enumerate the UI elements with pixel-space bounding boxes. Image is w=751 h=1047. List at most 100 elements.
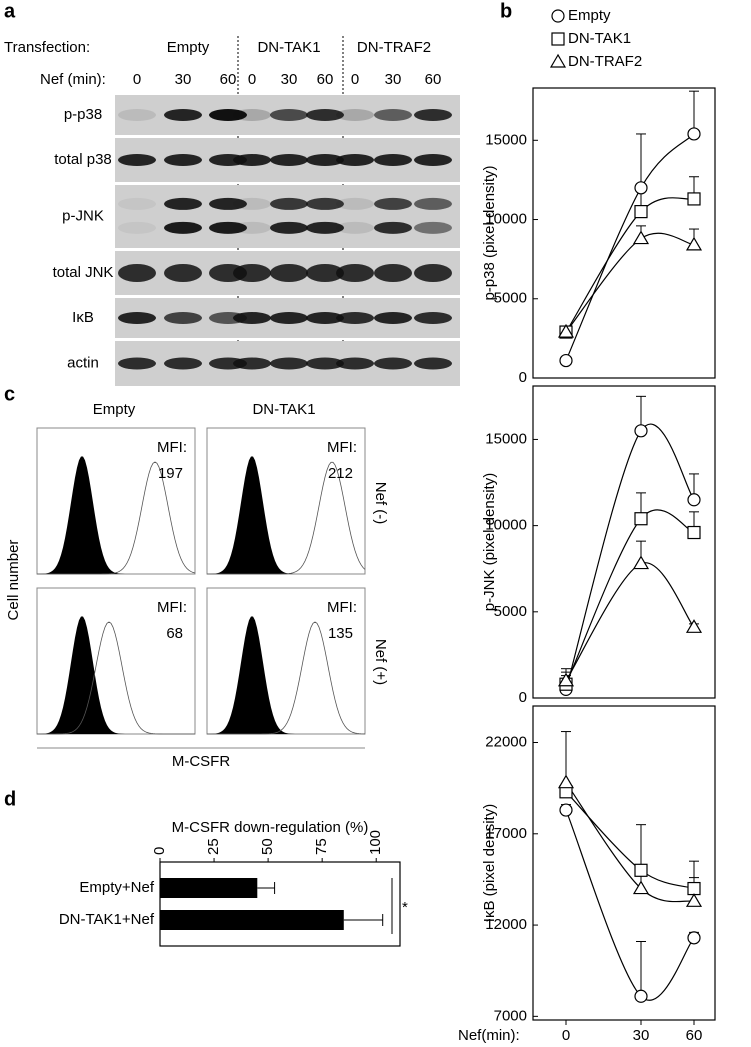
marker bbox=[685, 236, 703, 251]
marker bbox=[634, 205, 648, 219]
blot-band bbox=[414, 154, 452, 166]
blot-band bbox=[306, 109, 344, 121]
y-tick-label: 7000 bbox=[494, 1007, 527, 1024]
blot-band bbox=[374, 197, 412, 210]
blot-band bbox=[270, 109, 308, 121]
marker bbox=[634, 989, 648, 1003]
y-tick-label: 22000 bbox=[485, 733, 527, 750]
marker bbox=[559, 803, 573, 817]
blot-band bbox=[414, 109, 452, 121]
y-tick-label: 15000 bbox=[485, 131, 527, 148]
blot-band bbox=[306, 197, 344, 210]
panel-label: b bbox=[500, 0, 512, 22]
panel-label: d bbox=[4, 788, 16, 810]
blot-band bbox=[336, 109, 374, 121]
marker bbox=[685, 893, 703, 907]
y-tick-label: 0 bbox=[519, 689, 527, 706]
blot-band bbox=[270, 312, 308, 324]
series-line bbox=[565, 197, 695, 333]
bar bbox=[160, 878, 258, 898]
time-label: 0 bbox=[133, 71, 141, 88]
blot-band bbox=[233, 357, 271, 370]
marker bbox=[687, 525, 701, 540]
mfi-value: 68 bbox=[166, 625, 183, 642]
x-tick-label: 30 bbox=[633, 1027, 650, 1044]
time-label: 0 bbox=[248, 71, 256, 88]
mfi-value: 135 bbox=[328, 625, 353, 642]
mfi-label: MFI: bbox=[157, 599, 187, 616]
blot-row-label: p-p38 bbox=[64, 106, 102, 123]
category-label: Empty+Nef bbox=[79, 879, 154, 896]
series-line bbox=[565, 791, 695, 890]
blot-band bbox=[336, 197, 374, 210]
blot-band bbox=[118, 264, 156, 282]
mfi-label: MFI: bbox=[157, 439, 187, 456]
x-tick-label: 100 bbox=[367, 830, 384, 855]
blot-band bbox=[306, 312, 344, 324]
blot-band bbox=[164, 357, 202, 370]
control-histogram bbox=[37, 456, 195, 574]
x-tick-label: 25 bbox=[205, 838, 222, 855]
blot-row-label: total p38 bbox=[54, 151, 112, 168]
blot-band bbox=[233, 312, 271, 324]
marker bbox=[632, 880, 650, 895]
marker bbox=[551, 32, 565, 46]
marker bbox=[634, 181, 648, 195]
time-label: 30 bbox=[385, 71, 402, 88]
chart-title: M-CSFR down-regulation (%) bbox=[172, 819, 369, 836]
blot-row-label: p-JNK bbox=[62, 207, 104, 224]
time-label: 60 bbox=[220, 71, 237, 88]
time-label: 30 bbox=[175, 71, 192, 88]
time-label: 30 bbox=[281, 71, 298, 88]
blot-band bbox=[118, 312, 156, 324]
mfi-label: MFI: bbox=[327, 439, 357, 456]
y-tick-label: 10000 bbox=[485, 517, 527, 534]
blot-band bbox=[270, 221, 308, 234]
marker bbox=[687, 192, 701, 206]
marker bbox=[634, 863, 648, 877]
blot-band bbox=[233, 264, 271, 282]
blot-band bbox=[118, 154, 156, 166]
x-tick-label: 75 bbox=[313, 838, 330, 855]
marker bbox=[557, 672, 575, 687]
blot-band bbox=[414, 221, 452, 234]
y-tick-label: 17000 bbox=[485, 825, 527, 842]
y-tick-label: 12000 bbox=[485, 916, 527, 933]
time-label: 60 bbox=[317, 71, 334, 88]
x-axis-label: M-CSFR bbox=[172, 753, 230, 770]
y-axis-label: p-JNK (pixel density) bbox=[481, 473, 498, 611]
y-tick-label: 5000 bbox=[494, 290, 527, 307]
marker bbox=[685, 619, 703, 633]
column-label: Empty bbox=[93, 401, 136, 418]
plot-frame bbox=[532, 705, 716, 1021]
blot-row-label: actin bbox=[67, 354, 99, 371]
plot-frame bbox=[532, 87, 716, 379]
blot-band bbox=[270, 197, 308, 210]
blot-band bbox=[414, 357, 452, 370]
row-label: Nef (-) bbox=[372, 482, 389, 525]
blot-band bbox=[336, 312, 374, 324]
blot-band bbox=[209, 109, 247, 121]
blot-band bbox=[374, 109, 412, 121]
blot-band bbox=[306, 221, 344, 234]
bar bbox=[160, 910, 344, 930]
marker bbox=[632, 555, 650, 570]
blot-band bbox=[233, 221, 271, 234]
mfi-value: 212 bbox=[328, 465, 353, 482]
marker bbox=[634, 512, 648, 526]
transfection-label: Transfection: bbox=[4, 39, 90, 56]
y-tick-label: 5000 bbox=[494, 603, 527, 620]
blot-band bbox=[414, 264, 452, 282]
blot-band bbox=[270, 154, 308, 166]
panel-label: a bbox=[4, 0, 16, 22]
series-line bbox=[565, 809, 695, 1001]
x-tick-label: 50 bbox=[259, 838, 276, 855]
blot-band bbox=[374, 312, 412, 324]
blot-band bbox=[414, 312, 452, 324]
time-label: 0 bbox=[351, 71, 359, 88]
control-histogram bbox=[37, 616, 195, 734]
control-histogram bbox=[207, 616, 365, 734]
blot-band bbox=[118, 221, 156, 234]
